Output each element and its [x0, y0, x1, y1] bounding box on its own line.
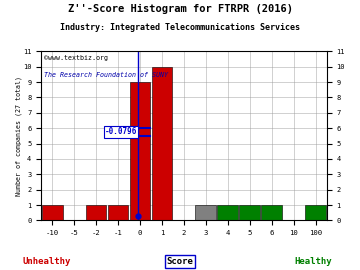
- Text: Industry: Integrated Telecommunications Services: Industry: Integrated Telecommunications …: [60, 23, 300, 32]
- Text: Score: Score: [167, 257, 193, 266]
- Bar: [86, 205, 107, 220]
- Bar: [305, 205, 326, 220]
- Bar: [130, 82, 150, 220]
- Text: -0.0796: -0.0796: [105, 127, 137, 136]
- Bar: [261, 205, 282, 220]
- Bar: [152, 67, 172, 220]
- Bar: [108, 205, 129, 220]
- Text: The Research Foundation of SUNY: The Research Foundation of SUNY: [44, 72, 168, 77]
- Bar: [217, 205, 238, 220]
- Bar: [42, 205, 63, 220]
- Bar: [195, 205, 216, 220]
- Bar: [239, 205, 260, 220]
- Y-axis label: Number of companies (27 total): Number of companies (27 total): [15, 76, 22, 196]
- Text: Healthy: Healthy: [294, 257, 332, 266]
- Text: ©www.textbiz.org: ©www.textbiz.org: [44, 55, 108, 61]
- Text: Unhealthy: Unhealthy: [23, 257, 71, 266]
- Text: Z''-Score Histogram for FTRPR (2016): Z''-Score Histogram for FTRPR (2016): [68, 4, 292, 14]
